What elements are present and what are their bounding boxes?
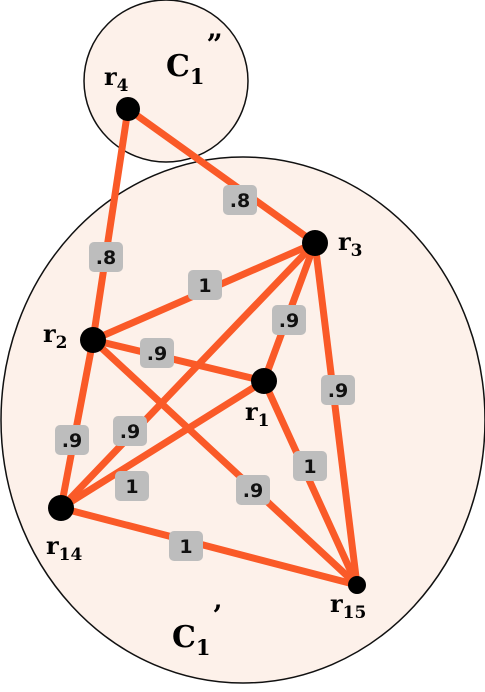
node-r15 [348,576,366,594]
weight-box [140,338,174,368]
weight-box [293,451,327,481]
edge-r1-r15 [260,377,361,589]
weight-value: .8 [96,247,116,269]
weight-box [115,471,149,501]
weight-box [272,305,306,335]
weight-box [188,270,222,300]
node-r2 [80,327,106,353]
cluster-c1p [0,156,485,684]
weight-value: 1 [125,476,138,498]
weight-box [321,375,355,405]
weight-box [113,416,147,446]
edge-weight-r3-r1: .9 [272,305,306,335]
nodes-layer [48,97,366,594]
edge-r2-r1 [89,336,268,385]
weight-value: 1 [179,536,192,558]
edge-r1-r14 [57,377,268,512]
edge-weight-r14-r15: 1 [169,531,203,561]
node-label-r2: r2 [43,319,68,353]
edge-r2-r15 [89,336,361,589]
weight-value: 1 [303,456,316,478]
weight-value: .8 [230,190,250,212]
node-r14 [48,495,74,521]
edge-r4-r2 [89,105,132,344]
weight-value: 1 [198,275,211,297]
edge-r14-r15 [57,504,361,589]
labels-layer: C1’ C1” r4 r3 r2 r1 r14 r15 [43,28,366,660]
edge-weight-r1-r15: 1 [293,451,327,481]
edge-r3-r15 [311,239,361,589]
weight-value: .9 [62,430,82,452]
weight-box [169,531,203,561]
node-r1 [251,368,277,394]
node-r3 [302,230,328,256]
node-label-r3: r3 [338,227,363,261]
weight-value: .9 [328,380,348,402]
edge-weight-r2-r14: .9 [55,425,89,455]
node-label-r15: r15 [330,589,366,623]
edge-weight-r2-r3: 1 [188,270,222,300]
weight-box [223,185,257,215]
edge-weight-r4-r2: .8 [89,242,123,272]
node-label-r1: r1 [245,397,270,431]
edge-weight-r2-r1: .9 [140,338,174,368]
node-r4 [116,97,140,121]
edge-weight-r3-r15: .9 [321,375,355,405]
edge-weight-r3-r14: .9 [113,416,147,446]
weight-box [89,242,123,272]
cluster-label-c1pp: C1” [166,28,223,89]
node-label-r4: r4 [104,62,129,96]
weight-box [55,425,89,455]
edge-weight-r1-r14: 1 [115,471,149,501]
node-label-r14: r14 [46,531,82,565]
cluster-label-c1p: C1’ [172,599,222,660]
edge-weight-r4-r3: .8 [223,185,257,215]
edge-r2-r14 [57,336,97,512]
edge-r3-r14 [57,239,319,512]
weights-layer: .8 .8 1 .9 .9 .9 .9 .9 1 1 .9 1 [55,185,355,561]
weight-value: .9 [147,343,167,365]
weight-box [236,475,270,505]
weight-value: .9 [243,480,263,502]
edge-r4-r3 [124,105,319,247]
edge-weight-r2-r15: .9 [236,475,270,505]
weight-value: .9 [279,310,299,332]
weight-value: .9 [120,421,140,443]
